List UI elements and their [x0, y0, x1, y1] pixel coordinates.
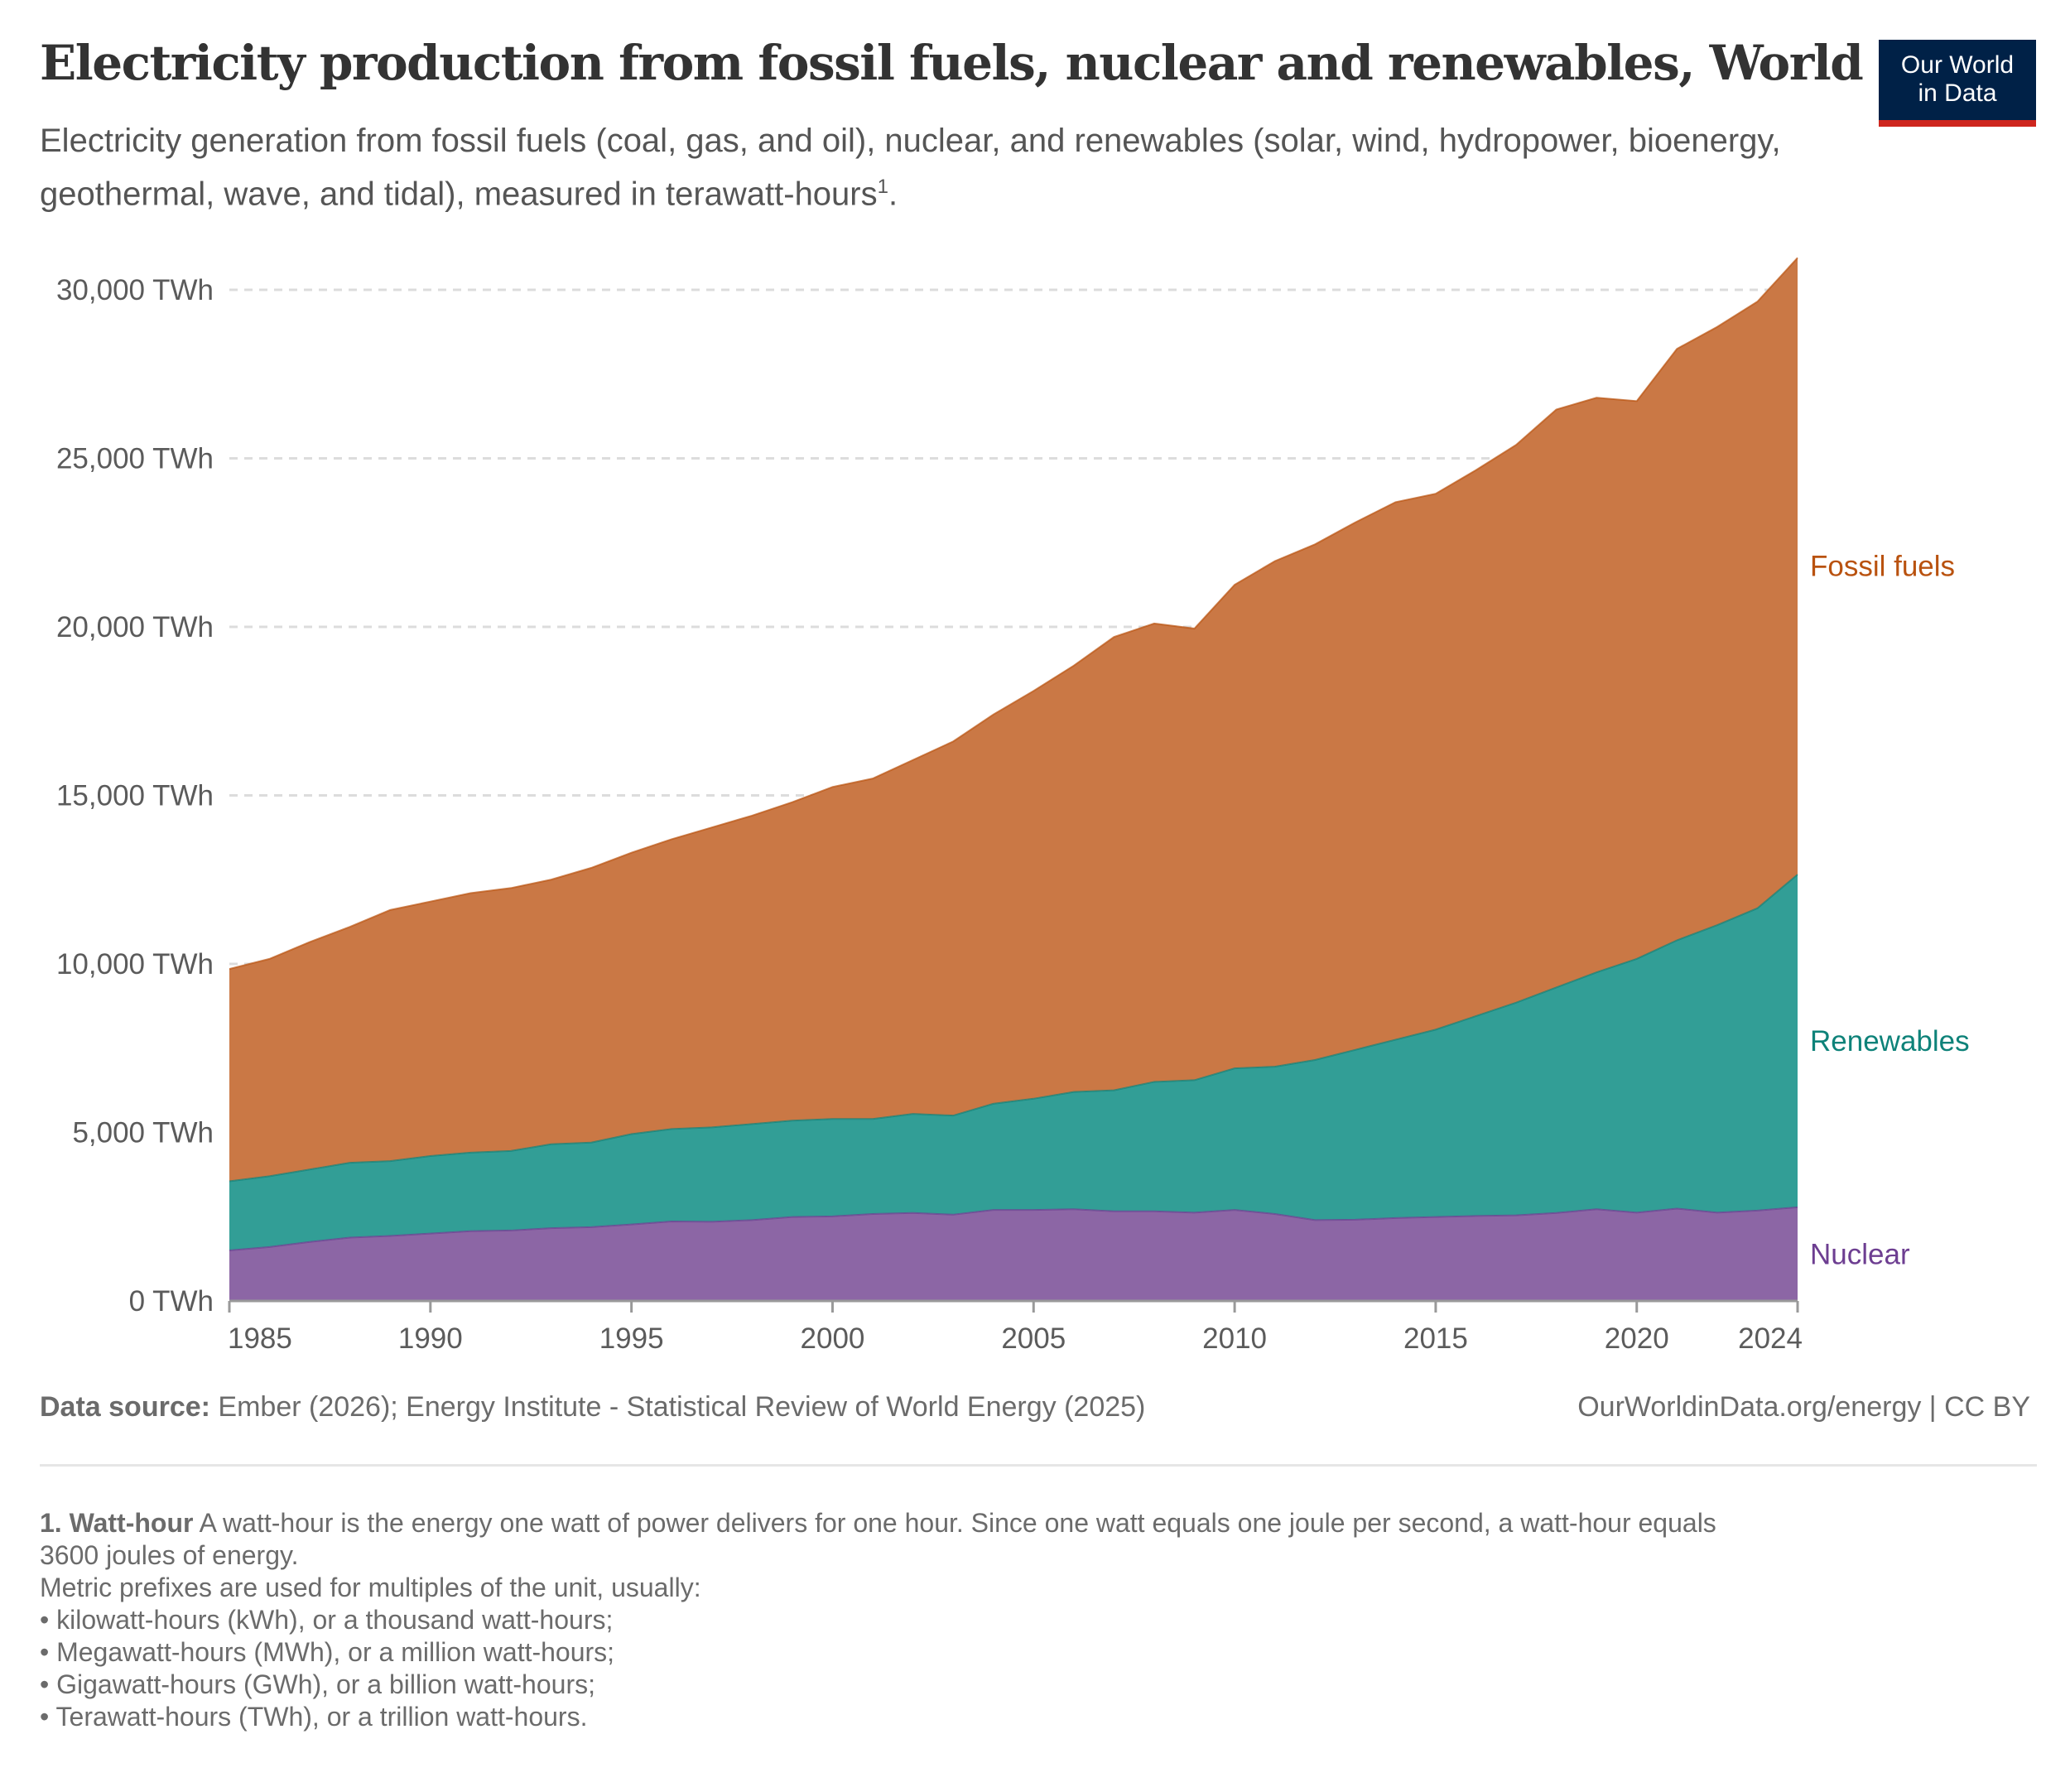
y-tick-label: 30,000 TWh [56, 274, 214, 306]
note-text: A watt-hour is the energy one watt of po… [199, 1508, 1716, 1538]
chart-subtitle: Electricity generation from fossil fuels… [40, 118, 1820, 217]
owid-logo[interactable]: Our World in Data [1879, 40, 2036, 127]
x-tick-label: 2010 [1202, 1322, 1267, 1355]
x-tick-label: 1985 [228, 1322, 292, 1355]
subtitle-text: Electricity generation from fossil fuels… [40, 123, 1781, 213]
footnote-line: • Gigawatt-hours (GWh), or a billion wat… [40, 1669, 595, 1699]
area-chart: 0 TWh 5,000 TWh 10,000 TWh 15,000 TWh 20,000… [56, 257, 1970, 1355]
series-label: Renewables [1810, 1025, 1970, 1057]
y-tick-label: 20,000 TWh [56, 611, 214, 643]
x-tick-label: 2000 [801, 1322, 865, 1355]
source-label: Data source: [40, 1391, 210, 1423]
series-line-renewables [229, 874, 1798, 1183]
note-number: 1. [40, 1508, 62, 1538]
logo-line-2: in Data [1918, 79, 1997, 107]
footer-divider [40, 1464, 2037, 1467]
series-line-nuclear [229, 1206, 1798, 1251]
footnote-line: • Megawatt-hours (MWh), or a million wat… [40, 1637, 615, 1667]
x-tick-label: 2024 [1738, 1322, 1803, 1355]
area-nuclear [229, 1207, 1798, 1301]
x-tick-label: 1990 [398, 1322, 463, 1355]
y-tick-label: 15,000 TWh [56, 780, 214, 812]
series-label: Nuclear [1810, 1238, 1910, 1270]
y-tick-label: 10,000 TWh [56, 948, 214, 980]
license-link[interactable]: OurWorldinData.org/energy | CC BY [1577, 1391, 2030, 1423]
source-text[interactable]: Ember (2026); Energy Institute - Statist… [209, 1391, 1146, 1423]
y-tick-label: 0 TWh [129, 1285, 214, 1318]
footnote-line: • kilowatt-hours (kWh), or a thousand wa… [40, 1605, 614, 1635]
footnote-line: • Terawatt-hours (TWh), or a trillion wa… [40, 1702, 588, 1732]
footnote-line: 3600 joules of energy. [40, 1540, 299, 1570]
y-tick-label: 25,000 TWh [56, 443, 214, 475]
x-tick-label: 2005 [1001, 1322, 1066, 1355]
area-renewables [229, 874, 1798, 1250]
note-term: Watt-hour [69, 1508, 194, 1538]
footnote-line: 1. Watt-hour A watt-hour is the energy o… [40, 1507, 2027, 1539]
series-label: Fossil fuels [1810, 551, 1955, 583]
series-line-fossil-fuels [229, 257, 1798, 971]
data-source: Data source: Ember (2026); Energy Instit… [40, 1391, 1145, 1423]
footnote-ref[interactable]: 1 [877, 176, 888, 198]
subtitle-end: . [888, 176, 898, 213]
y-tick-label: 5,000 TWh [72, 1117, 214, 1149]
x-tick-label: 1995 [599, 1322, 664, 1355]
x-tick-label: 2020 [1605, 1322, 1669, 1355]
logo-line-1: Our World [1900, 51, 2015, 79]
x-tick-label: 2015 [1403, 1322, 1468, 1355]
area-fossil-fuels [229, 258, 1798, 1182]
footnote-line: Metric prefixes are used for multiples o… [40, 1573, 701, 1602]
footnotes: 1. Watt-hour A watt-hour is the energy o… [40, 1507, 2027, 1733]
chart-title: Electricity production from fossil fuels… [40, 35, 1864, 91]
logo-bar [1879, 120, 2036, 127]
